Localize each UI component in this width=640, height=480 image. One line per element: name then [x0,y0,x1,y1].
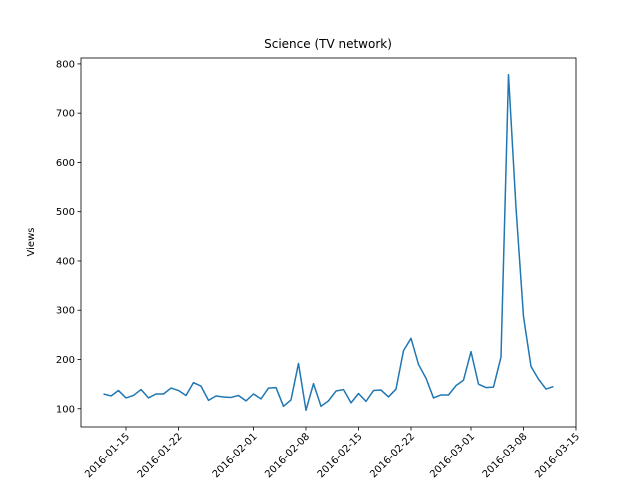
plot-frame [80,57,577,428]
y-tick-label: 200 [56,355,75,366]
data-line [103,74,554,411]
x-tick-label: 2016-01-22 [136,431,185,480]
x-tick-label: 2016-02-01 [211,431,260,480]
x-tick-label: 2016-02-22 [368,431,417,480]
y-tick-label: 300 [56,306,75,317]
chart-title: Science (TV network) [264,37,392,51]
y-axis-label: Views [26,228,37,257]
x-tick-label: 2016-02-15 [316,431,365,480]
x-tick-label: 2016-03-08 [481,431,530,480]
y-tick-label: 600 [56,158,75,169]
y-tick-label: 400 [56,256,75,267]
x-tick-label: 2016-02-08 [263,431,312,480]
y-tick-label: 500 [56,207,75,218]
y-tick-label: 100 [56,404,75,415]
x-tick-label: 2016-03-01 [428,431,477,480]
x-tick-label: 2016-03-15 [533,431,582,480]
y-tick-label: 700 [56,109,75,120]
y-tick-label: 800 [56,59,75,70]
x-tick-label: 2016-01-15 [83,431,132,480]
